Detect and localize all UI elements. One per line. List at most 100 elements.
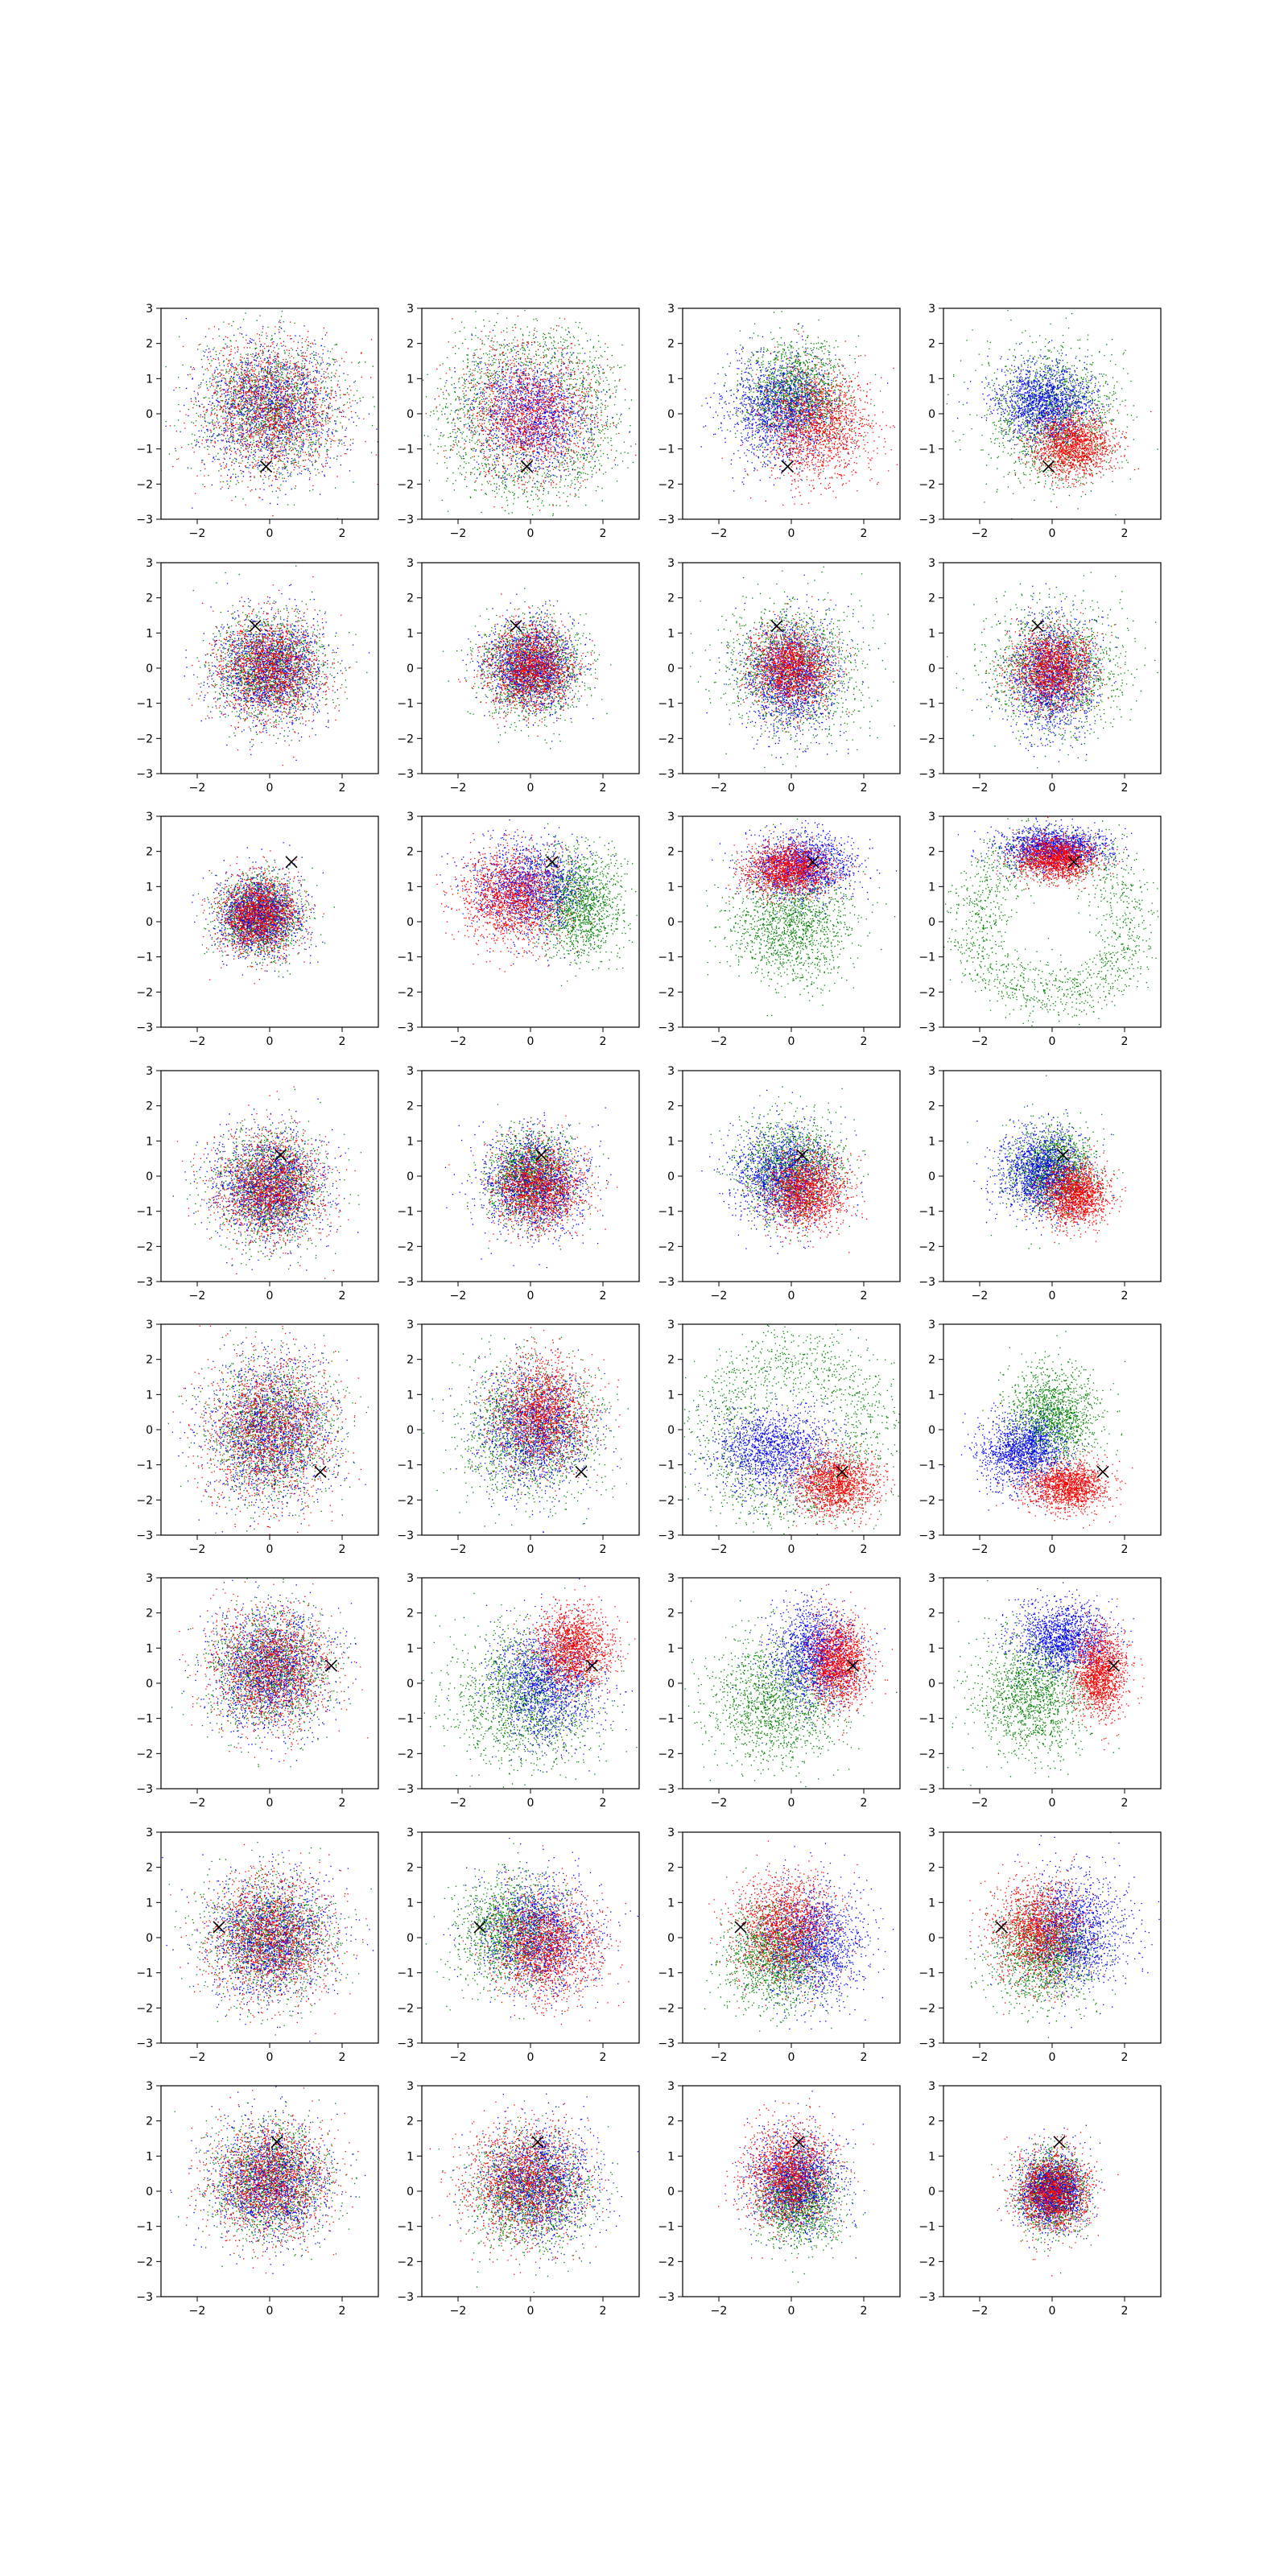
x-tick-label: 2	[339, 2305, 346, 2318]
y-tick-label: 1	[928, 1897, 935, 1909]
x-tick-label: 0	[527, 1797, 535, 1810]
y-tick-label: −1	[136, 1459, 153, 1472]
scatter-points	[436, 819, 639, 987]
series-3-points	[423, 1587, 638, 1789]
y-tick-label: 2	[928, 1862, 935, 1875]
y-tick-label: 3	[928, 2080, 935, 2093]
scatter-points	[947, 1580, 1145, 1786]
x-tick-label: 2	[861, 2305, 868, 2318]
y-tick-label: 0	[146, 663, 153, 675]
x-tick-label: −2	[711, 2305, 728, 2318]
y-tick-label: −3	[397, 2291, 414, 2304]
series-1-points	[201, 850, 324, 985]
y-tick-label: 3	[667, 1827, 675, 1839]
y-tick-label: −2	[136, 478, 153, 491]
series-2-dots	[988, 1582, 1134, 1703]
series-1-points	[462, 1845, 630, 2025]
x-tick-label: 0	[788, 1797, 795, 1810]
y-tick-label: −1	[658, 444, 675, 456]
x-tick-label: −2	[711, 527, 728, 540]
subplot-r1-c3: −2 0 2 −3 −2 −1 0 1 2 3	[658, 303, 901, 540]
x-tick-label: −2	[711, 2051, 728, 2064]
y-tick-label: −1	[397, 1967, 414, 1980]
y-tick-label: −3	[919, 1022, 935, 1034]
subplot-r2-c2: −2 0 2 −3 −2 −1 0 1 2 3	[397, 557, 640, 795]
scatter-points	[991, 2124, 1119, 2277]
y-tick-label: −2	[919, 478, 935, 491]
series-2-points	[688, 1370, 869, 1520]
series-1-points	[996, 1450, 1133, 1529]
series-3-dots	[423, 1587, 638, 1789]
x-tick-label: 0	[266, 1797, 274, 1810]
series-3-dots	[425, 1843, 610, 2020]
y-tick-label: −1	[136, 952, 153, 964]
subplot-r6-c1: −2 0 2 −3 −2 −1 0 1 2 3	[136, 1572, 379, 1810]
x-tick-label: 2	[1121, 1290, 1129, 1302]
x-marker	[1056, 1149, 1070, 1162]
y-tick-label: 1	[146, 1135, 153, 1148]
series-3-points	[684, 1600, 898, 1788]
series-3-dots	[943, 818, 1159, 1026]
y-tick-label: 0	[667, 1424, 675, 1437]
y-tick-label: 2	[146, 592, 153, 605]
x-tick-label: 2	[339, 1035, 346, 1048]
series-3-points	[425, 1843, 610, 2020]
x-tick-label: 2	[600, 2305, 607, 2318]
x-marker	[781, 460, 795, 473]
y-tick-label: −3	[658, 768, 675, 781]
x-tick-label: 2	[339, 1797, 346, 1810]
y-tick-label: 2	[667, 846, 675, 859]
series-2-dots	[977, 1832, 1161, 2029]
y-tick-label: 3	[667, 303, 675, 316]
series-1-dots	[172, 1324, 361, 1535]
x-tick-label: −2	[711, 1797, 728, 1810]
series-1-points	[179, 1581, 369, 1761]
y-tick-label: −3	[658, 1022, 675, 1034]
x-marker	[1053, 2136, 1066, 2149]
series-1-dots	[429, 2101, 606, 2275]
subplot-r2-c4: −2 0 2 −3 −2 −1 0 1 2 3	[919, 557, 1162, 795]
scatter-points	[946, 310, 1158, 519]
y-tick-label: −3	[397, 1022, 414, 1034]
x-tick-label: −2	[450, 527, 467, 540]
y-tick-label: 3	[146, 557, 153, 570]
x-tick-label: 2	[339, 2051, 346, 2064]
axes-frame	[421, 562, 640, 774]
y-tick-label: 2	[407, 1100, 414, 1113]
x-tick-label: 0	[788, 1543, 795, 1556]
series-1-points	[1003, 394, 1152, 508]
y-tick-label: 2	[667, 1608, 675, 1620]
x-tick-label: 2	[339, 527, 346, 540]
x-tick-label: 2	[339, 1290, 346, 1302]
x-tick-label: 2	[600, 782, 607, 795]
series-2-dots	[170, 2086, 366, 2274]
y-tick-label: 2	[667, 1862, 675, 1875]
x-marker	[249, 620, 262, 633]
y-tick-label: 3	[146, 1572, 153, 1585]
x-tick-label: −2	[972, 1290, 989, 1302]
scatter-points	[704, 1840, 894, 2032]
x-tick-label: −2	[189, 2305, 206, 2318]
subplot-r4-c4: −2 0 2 −3 −2 −1 0 1 2 3	[919, 1065, 1162, 1302]
y-tick-label: 1	[407, 627, 414, 640]
x-marker	[1067, 856, 1080, 869]
x-tick-label: −2	[450, 2051, 467, 2064]
y-tick-label: −2	[658, 1494, 675, 1507]
series-1-dots	[436, 829, 596, 972]
series-1-dots	[1003, 394, 1152, 508]
x-tick-label: 2	[339, 782, 346, 795]
x-marker	[520, 460, 534, 473]
x-tick-label: 0	[266, 527, 274, 540]
x-tick-label: 0	[266, 782, 274, 795]
y-tick-label: 1	[146, 1897, 153, 1909]
x-tick-label: −2	[189, 782, 206, 795]
series-1-points	[436, 829, 596, 972]
y-tick-label: −2	[136, 1494, 153, 1507]
y-tick-label: −2	[136, 733, 153, 745]
y-tick-label: 2	[928, 1354, 935, 1367]
subplot-r1-c1: −2 0 2 −3 −2 −1 0 1 2 3	[136, 303, 379, 540]
x-tick-label: 2	[600, 1290, 607, 1302]
series-3-dots	[946, 310, 1158, 519]
y-tick-label: 0	[928, 1170, 935, 1183]
y-tick-label: −3	[136, 1530, 153, 1542]
